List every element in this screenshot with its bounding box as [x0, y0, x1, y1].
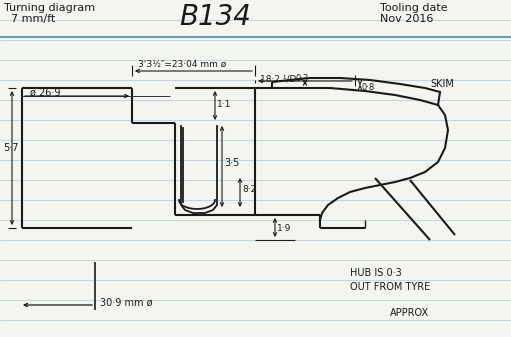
- Text: 1·9: 1·9: [277, 224, 291, 233]
- Text: Nov 2016: Nov 2016: [380, 14, 433, 24]
- Text: 0·3: 0·3: [296, 74, 309, 83]
- Text: 1·1: 1·1: [217, 100, 231, 109]
- Text: 3·5: 3·5: [224, 158, 239, 168]
- Text: ø 26·9: ø 26·9: [30, 88, 60, 98]
- Text: 8·2: 8·2: [242, 185, 256, 194]
- Text: HUB IS 0·3: HUB IS 0·3: [350, 268, 402, 278]
- Text: 0·8: 0·8: [362, 83, 375, 92]
- Text: Tooling date: Tooling date: [380, 3, 448, 13]
- Text: B134: B134: [179, 3, 251, 31]
- Text: Turning diagram: Turning diagram: [4, 3, 95, 13]
- Text: APPROX: APPROX: [390, 308, 429, 318]
- Text: SKIM: SKIM: [430, 79, 454, 89]
- Text: 7 mm/ft: 7 mm/ft: [4, 14, 55, 24]
- Text: 18·2 ¹/D: 18·2 ¹/D: [260, 74, 296, 83]
- Text: 30·9 mm ø: 30·9 mm ø: [100, 298, 152, 308]
- Text: 5·7: 5·7: [3, 143, 18, 153]
- Text: OUT FROM TYRE: OUT FROM TYRE: [350, 282, 430, 292]
- Text: 3‘3½″=23·04 mm ø: 3‘3½″=23·04 mm ø: [138, 60, 226, 69]
